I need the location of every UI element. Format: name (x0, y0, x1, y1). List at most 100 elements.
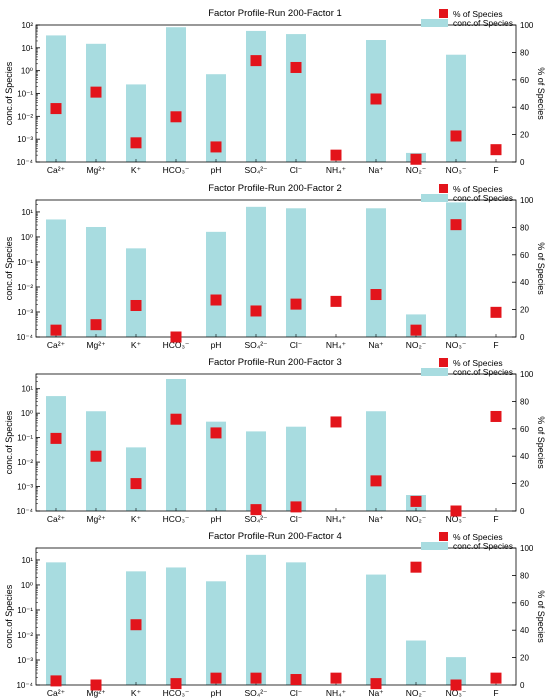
right-axis-label: % of Species (536, 67, 546, 120)
left-tick-label: 10⁰ (21, 233, 33, 242)
legend-bar-label: conc.of Species (453, 367, 513, 377)
category-label: Mg²⁺ (86, 514, 106, 524)
conc-bar-HCO3- (166, 27, 186, 162)
right-tick-label: 100 (520, 196, 534, 205)
left-tick-label: 10⁻² (17, 283, 33, 292)
conc-bar-HCO3- (166, 567, 186, 685)
conc-bar-Cl- (286, 426, 306, 511)
category-label: HCO₃⁻ (163, 688, 190, 698)
percent-marker-F (490, 306, 502, 318)
category-label: SO₄²⁻ (244, 340, 268, 350)
percent-marker-Mg2+ (90, 450, 102, 462)
left-tick-label: 10¹ (21, 208, 33, 217)
right-tick-label: 60 (520, 251, 529, 260)
left-tick-label: 10⁻¹ (17, 258, 33, 267)
right-tick-label: 100 (520, 21, 534, 30)
right-tick-label: 60 (520, 76, 529, 85)
conc-bar-Cl- (286, 208, 306, 337)
percent-marker-NO2- (410, 495, 422, 507)
percent-marker-NO3- (450, 130, 462, 142)
category-label: F (493, 688, 498, 698)
conc-bar-K+ (126, 248, 146, 337)
category-label: NO₂⁻ (406, 165, 427, 175)
conc-bar-SO42- (246, 206, 266, 337)
percent-marker-SO42- (250, 55, 262, 67)
conc-bar-Mg2+ (86, 43, 106, 162)
percent-marker-HCO3- (170, 331, 182, 343)
plot-frame (35, 199, 517, 338)
category-label: Ca²⁺ (47, 688, 66, 698)
category-label: SO₄²⁻ (244, 165, 268, 175)
category-label: Na⁺ (368, 514, 384, 524)
left-tick-label: 10⁻³ (17, 308, 33, 317)
category-label: NO₃⁻ (446, 514, 467, 524)
category-label: F (493, 165, 498, 175)
legend-marker-swatch (439, 358, 448, 367)
percent-marker-NO3- (450, 505, 462, 517)
right-tick-label: 0 (520, 333, 525, 342)
category-label: Na⁺ (368, 688, 384, 698)
conc-bar-Cl- (286, 562, 306, 685)
chart-title: Factor Profile-Run 200-Factor 2 (208, 183, 342, 194)
right-tick-label: 80 (520, 48, 529, 57)
left-tick-label: 10⁻⁴ (16, 158, 33, 167)
conc-bar-Ca2+ (46, 219, 66, 337)
left-tick-label: 10¹ (21, 44, 33, 53)
percent-marker-K+ (130, 137, 142, 149)
percent-marker-Cl- (290, 674, 302, 686)
category-label: Mg²⁺ (86, 165, 106, 175)
left-tick-label: 10⁰ (21, 67, 33, 76)
left-tick-label: 10⁻³ (17, 483, 33, 492)
category-label: NO₃⁻ (446, 340, 467, 350)
right-tick-label: 20 (520, 480, 529, 489)
category-label: NO₃⁻ (446, 688, 467, 698)
conc-bar-NO2- (406, 640, 426, 685)
category-label: HCO₃⁻ (163, 165, 190, 175)
percent-marker-SO42- (250, 672, 262, 684)
percent-marker-Mg2+ (90, 319, 102, 331)
right-tick-label: 100 (520, 544, 534, 553)
right-tick-label: 40 (520, 278, 529, 287)
percent-marker-Na+ (370, 475, 382, 487)
left-tick-label: 10⁻³ (17, 656, 33, 665)
category-label: K⁺ (131, 340, 142, 350)
left-axis-label: conc.of Species (4, 584, 14, 648)
left-tick-label: 10¹ (21, 385, 33, 394)
category-label: Ca²⁺ (47, 165, 66, 175)
right-axis-label: % of Species (536, 242, 546, 295)
percent-marker-NH4+ (330, 416, 342, 428)
conc-bar-NO3- (446, 54, 466, 163)
conc-bar-pH (206, 74, 226, 162)
conc-bar-SO42- (246, 30, 266, 162)
chart-panel-3: Factor Profile-Run 200-Factor 3 10⁻⁴ 10⁻³ 1… (4, 357, 546, 524)
percent-marker-Na+ (370, 678, 382, 690)
right-tick-label: 0 (520, 158, 525, 167)
category-label: Mg²⁺ (86, 340, 106, 350)
percent-marker-Ca2+ (50, 103, 62, 115)
category-label: Na⁺ (368, 165, 384, 175)
percent-marker-pH (210, 141, 222, 153)
category-label: F (493, 340, 498, 350)
category-label: NO₂⁻ (406, 688, 427, 698)
conc-bar-Ca2+ (46, 35, 66, 162)
plot-frame (35, 373, 517, 512)
percent-marker-HCO3- (170, 678, 182, 690)
legend-marker-swatch (439, 532, 448, 541)
category-label: NO₃⁻ (446, 165, 467, 175)
conc-bar-NO3- (446, 202, 466, 337)
percent-marker-F (490, 672, 502, 684)
legend-marker-label: % of Species (453, 9, 503, 19)
left-axis-label: conc.of Species (4, 410, 14, 474)
left-tick-label: 10⁰ (21, 581, 33, 590)
category-label: NH₄⁺ (326, 514, 347, 524)
percent-marker-F (490, 410, 502, 422)
left-tick-label: 10⁻² (17, 631, 33, 640)
right-tick-label: 60 (520, 425, 529, 434)
left-tick-label: 10⁻⁴ (16, 333, 33, 342)
chart-panel-1: Factor Profile-Run 200-Factor 1 10⁻⁴ 10⁻³ 1… (4, 8, 546, 175)
conc-bar-K+ (126, 84, 146, 162)
right-tick-label: 60 (520, 599, 529, 608)
percent-marker-pH (210, 672, 222, 684)
